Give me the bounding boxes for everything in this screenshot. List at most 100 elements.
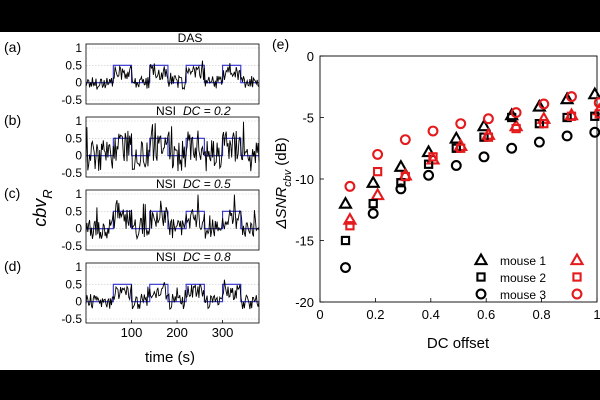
scatter-series-4 [340, 126, 600, 274]
scatter-x-tick-label: 0.8 [533, 307, 551, 322]
data-point-circle [367, 207, 379, 219]
y-tick-label: 1 [75, 187, 82, 201]
legend-marker-red [572, 272, 582, 282]
cbv-response-line [85, 194, 260, 241]
data-point-circle [510, 107, 522, 119]
data-point-circle [423, 169, 435, 181]
data-point-square [539, 119, 549, 129]
legend-marker-black [473, 252, 489, 266]
data-point-square [566, 111, 577, 121]
bottom-black-bar [0, 370, 600, 400]
scatter-y-tick-label: -15 [295, 234, 314, 249]
data-point-square [428, 152, 438, 162]
data-point-triangle [393, 159, 409, 172]
data-point-circle [427, 125, 439, 137]
panel-letter-e: (e) [272, 36, 289, 52]
svg-text:ΔSNRcbv(dB): ΔSNRcbv (dB) [273, 137, 294, 229]
data-point-triangle [532, 98, 547, 112]
data-point-square [340, 235, 351, 246]
panel-letter: (b) [4, 112, 21, 128]
axes-box [85, 116, 260, 178]
data-point-circle [506, 142, 518, 154]
top-black-bar [0, 0, 600, 32]
y-tick-label: 0 [75, 295, 82, 309]
data-point-triangle [559, 91, 575, 105]
cbv-response-line [85, 121, 260, 172]
panel-letter: (a) [4, 39, 21, 55]
data-point-triangle [338, 195, 353, 209]
y-tick-label: 0 [75, 222, 82, 236]
data-point-circle [478, 151, 490, 163]
data-point-triangle [365, 175, 381, 188]
panel-letter: (d) [4, 258, 21, 274]
scatter-ylabel-sub: cbv [282, 168, 294, 187]
data-point-circle [566, 91, 577, 103]
data-point-circle [561, 130, 573, 142]
cbv-response-line [85, 60, 260, 91]
legend-label: mouse 1 [500, 254, 546, 268]
scatter-y-tick-label: -5 [302, 111, 314, 126]
scatter-y-tick-label: -20 [295, 295, 314, 310]
y-tick-label: 0.5 [65, 204, 82, 218]
scatter-panel: (e) ΔSNRcbv (dB) DC offset 0 0.2 0.4 0.6 0.8 1… [272, 36, 600, 352]
data-point-circle [589, 126, 600, 138]
data-point-triangle [476, 118, 492, 132]
panel-title: DAS [178, 31, 203, 45]
scatter-series-1 [342, 102, 600, 225]
y-tick-label: 0.5 [65, 131, 82, 145]
data-point-square [368, 198, 378, 209]
x-tick-label: 100 [121, 325, 143, 340]
y-tick-label: 0.5 [65, 58, 82, 72]
scatter-x-tick-label: 0 [316, 307, 323, 322]
axes-box [85, 43, 260, 105]
data-point-square [345, 221, 355, 231]
data-point-circle [340, 262, 351, 274]
legend-label: mouse 2 [500, 271, 546, 285]
data-point-square [511, 123, 521, 134]
stimulus-line [86, 210, 259, 230]
scatter-series-5 [344, 91, 600, 192]
x-tick-label: 200 [166, 325, 188, 340]
data-point-circle [533, 136, 545, 148]
timeseries-panel-1: (a) -0.5 0 0.5 1 DAS [4, 31, 260, 107]
scatter-ylabel: ΔSNRcbv (dB) [273, 137, 294, 229]
data-point-square [594, 109, 600, 119]
data-point-triangle [342, 211, 358, 225]
panel-dc-label: DC = 0.8 [183, 250, 231, 264]
timeseries-panel-3: (c) -0.5 0 0.5 1 NSI DC = 0.5 [4, 177, 260, 253]
data-point-square [372, 166, 383, 177]
axes-box [85, 262, 260, 324]
scatter-series-2 [340, 111, 600, 246]
legend-label: mouse 3 [500, 288, 546, 302]
scatter-legend: mouse 1 mouse 2 mouse 3 [473, 252, 585, 302]
y-tick-label: -0.5 [61, 239, 82, 253]
timeseries-panel-2: (b) -0.5 0 0.5 1 NSI DC = 0.2 [4, 104, 260, 180]
data-point-triangle [587, 86, 600, 100]
data-point-triangle [448, 130, 464, 144]
y-tick-label: 1 [75, 41, 82, 55]
legend-marker-red [569, 252, 585, 266]
panel-title: NSI [156, 250, 176, 264]
legend-marker-red [571, 288, 583, 300]
data-point-triangle [370, 187, 385, 201]
y-tick-label: 0 [75, 76, 82, 90]
data-point-circle [344, 180, 356, 192]
y-tick-label: -0.5 [61, 166, 82, 180]
panel-title: NSI [156, 104, 176, 118]
scatter-x-tick-label: 0.6 [477, 307, 495, 322]
timeseries-panel-4: (d) -0.5 0 0.5 1 NSI DC = 0.8 100 200 300 [4, 250, 260, 340]
left-ylabel-sub: R [40, 189, 55, 198]
scatter-x-tick-label: 0.4 [422, 307, 440, 322]
y-tick-label: 1 [75, 114, 82, 128]
scatter-x-tick-label: 1 [593, 307, 600, 322]
scatter-x-tick-label: 0.2 [366, 307, 384, 322]
data-point-circle [450, 160, 462, 171]
stimulus-line [86, 283, 259, 303]
left-ylabel: cbvR [30, 189, 55, 226]
timeseries-panels: (a) -0.5 0 0.5 1 DAS (b) -0.5 0 0.5 1 NSI DC = 0.2 (c… [4, 31, 260, 340]
data-point-square [456, 143, 466, 153]
data-point-square [483, 132, 494, 142]
panel-letter: (c) [4, 185, 20, 201]
cbv-response-line [85, 279, 260, 310]
